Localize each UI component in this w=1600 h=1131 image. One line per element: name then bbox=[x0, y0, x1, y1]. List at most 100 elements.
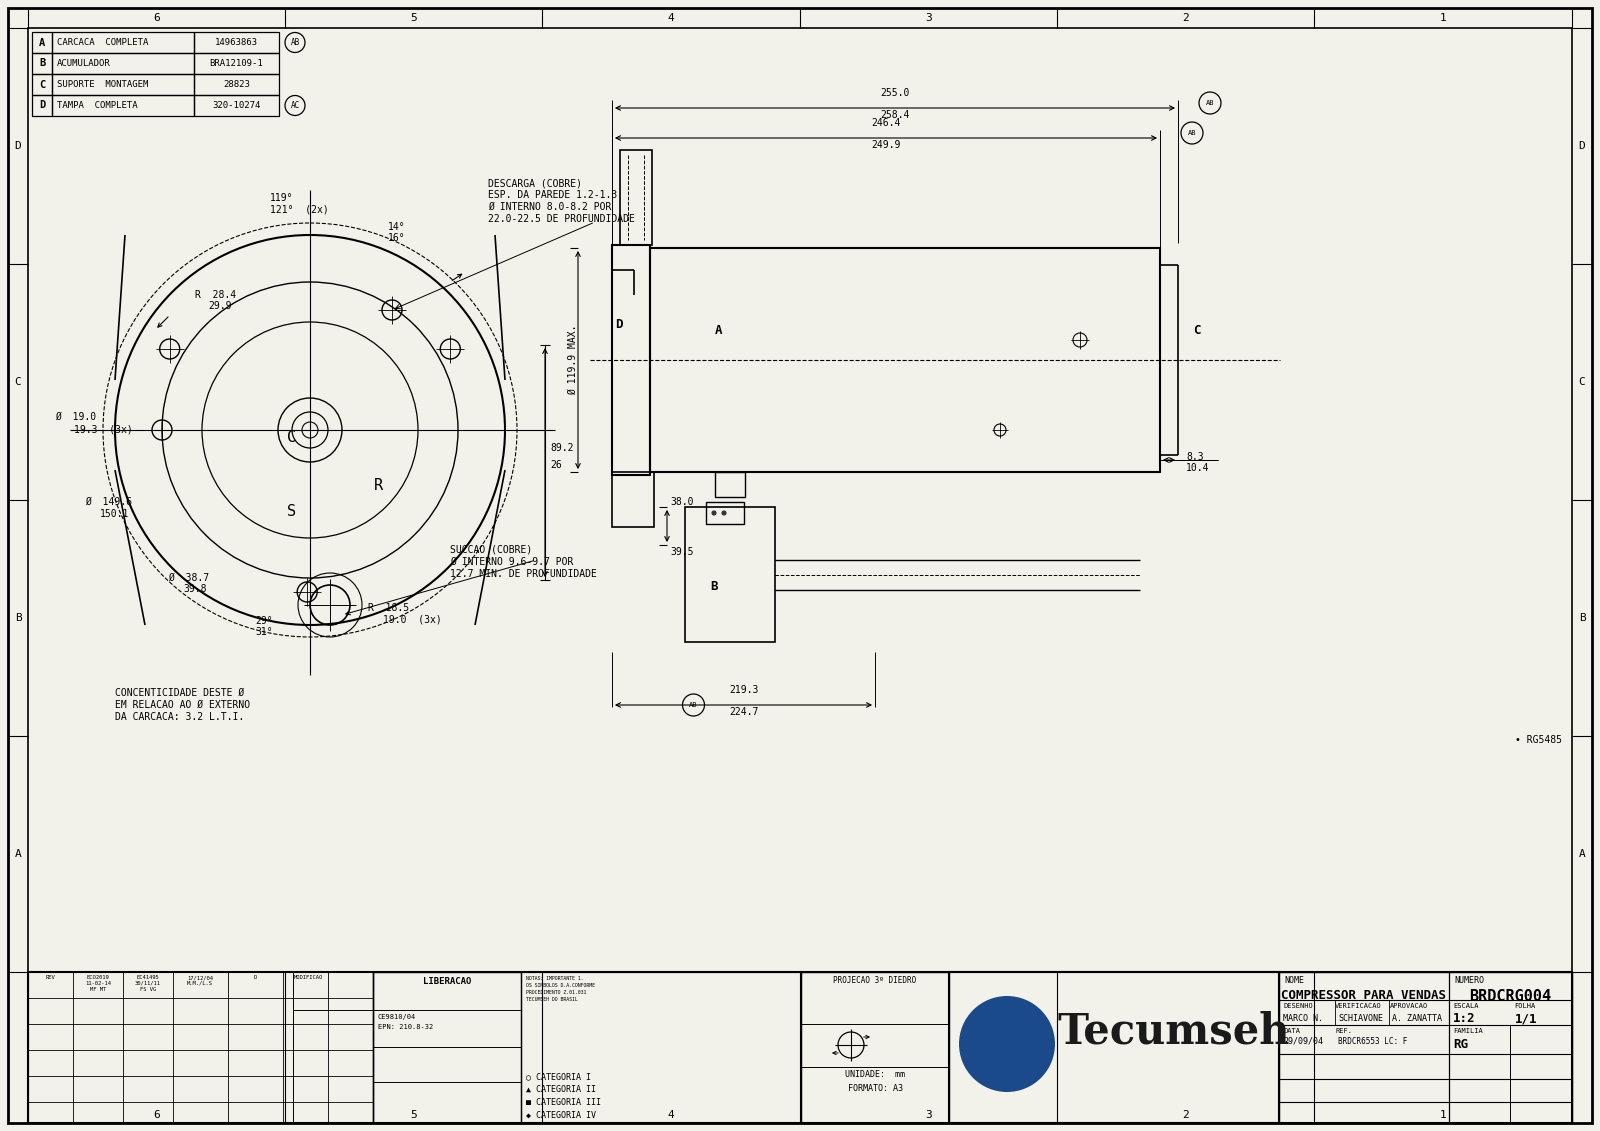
Text: REV: REV bbox=[45, 975, 54, 979]
Bar bbox=[194, 95, 278, 116]
Text: BRA12109-1: BRA12109-1 bbox=[210, 59, 264, 68]
Bar bbox=[715, 472, 746, 497]
Bar bbox=[611, 245, 650, 475]
Text: UNIDADE:  mm: UNIDADE: mm bbox=[845, 1070, 906, 1079]
Text: SCHIAVONE: SCHIAVONE bbox=[1338, 1015, 1382, 1024]
Text: 219.3: 219.3 bbox=[730, 685, 758, 696]
Text: 121°  (2x): 121° (2x) bbox=[270, 204, 328, 214]
Text: EM RELACAO AO Ø EXTERNO: EM RELACAO AO Ø EXTERNO bbox=[115, 700, 250, 710]
Text: 39.8: 39.8 bbox=[182, 584, 206, 594]
Text: COMPRESSOR PARA VENDAS: COMPRESSOR PARA VENDAS bbox=[1282, 988, 1446, 1002]
Text: LIBERACAO: LIBERACAO bbox=[422, 977, 470, 986]
Text: Tecumseh: Tecumseh bbox=[1058, 1010, 1290, 1052]
Text: AB: AB bbox=[1187, 130, 1197, 136]
Text: C: C bbox=[1579, 377, 1586, 387]
Text: Ø  149.6: Ø 149.6 bbox=[85, 497, 131, 507]
Text: C: C bbox=[38, 79, 45, 89]
Bar bbox=[32, 53, 51, 74]
Text: 89.2: 89.2 bbox=[550, 443, 573, 454]
Text: 8.3: 8.3 bbox=[1186, 452, 1203, 461]
Text: ACUMULADOR: ACUMULADOR bbox=[58, 59, 110, 68]
Text: 16°: 16° bbox=[387, 233, 406, 243]
Text: ◆ CATEGORIA IV: ◆ CATEGORIA IV bbox=[526, 1111, 595, 1120]
Text: 38.0: 38.0 bbox=[670, 497, 693, 507]
Text: NUMERO: NUMERO bbox=[1454, 976, 1483, 985]
Text: FOLHA: FOLHA bbox=[1515, 1003, 1536, 1009]
Text: ▲ CATEGORIA II: ▲ CATEGORIA II bbox=[526, 1085, 595, 1094]
Text: BRDCR6553 LC: F: BRDCR6553 LC: F bbox=[1338, 1037, 1408, 1046]
Text: 1: 1 bbox=[1440, 12, 1446, 23]
Text: FORMATO: A3: FORMATO: A3 bbox=[848, 1083, 902, 1093]
Text: 6: 6 bbox=[154, 1110, 160, 1120]
Text: 4: 4 bbox=[667, 1110, 674, 1120]
Text: Ø 119.9 MAX.: Ø 119.9 MAX. bbox=[568, 325, 578, 395]
Text: CONCENTICIDADE DESTE Ø: CONCENTICIDADE DESTE Ø bbox=[115, 688, 245, 698]
Text: ESP. DA PAREDE 1.2-1.3: ESP. DA PAREDE 1.2-1.3 bbox=[488, 190, 618, 200]
Text: 26: 26 bbox=[550, 460, 562, 470]
Text: DATA: DATA bbox=[1283, 1028, 1299, 1034]
Text: B: B bbox=[38, 59, 45, 69]
Text: C: C bbox=[288, 431, 296, 446]
Text: R  28.4: R 28.4 bbox=[195, 290, 237, 300]
Text: A: A bbox=[38, 37, 45, 48]
Text: Ø INTERNO 9.6-9.7 POR: Ø INTERNO 9.6-9.7 POR bbox=[450, 556, 573, 567]
Text: D: D bbox=[253, 975, 256, 979]
Text: 249.9: 249.9 bbox=[872, 140, 901, 150]
Text: 31°: 31° bbox=[254, 627, 272, 637]
Text: PROJECAO 3º DIEDRO: PROJECAO 3º DIEDRO bbox=[834, 976, 917, 985]
Text: FAMILIA: FAMILIA bbox=[1453, 1028, 1483, 1034]
Text: 320-10274: 320-10274 bbox=[213, 101, 261, 110]
Bar bbox=[51, 95, 194, 116]
Bar bbox=[194, 32, 278, 53]
Text: EPN: 210.8-32: EPN: 210.8-32 bbox=[378, 1024, 434, 1030]
Bar bbox=[194, 53, 278, 74]
Text: DESENHO: DESENHO bbox=[1283, 1003, 1312, 1009]
Text: TECUMSEH DO BRASIL: TECUMSEH DO BRASIL bbox=[526, 998, 578, 1002]
Bar bbox=[51, 53, 194, 74]
Bar bbox=[1278, 972, 1571, 1123]
Text: 2: 2 bbox=[1182, 12, 1189, 23]
Text: 1/1: 1/1 bbox=[1515, 1012, 1538, 1025]
Text: APROVACAO: APROVACAO bbox=[1389, 1003, 1427, 1009]
Text: B: B bbox=[710, 580, 717, 594]
Text: 29/09/04: 29/09/04 bbox=[1283, 1037, 1323, 1046]
Text: 29°: 29° bbox=[254, 616, 272, 625]
Text: R  18.5: R 18.5 bbox=[368, 603, 410, 613]
Text: 4: 4 bbox=[667, 12, 674, 23]
Text: DA CARCACA: 3.2 L.T.I.: DA CARCACA: 3.2 L.T.I. bbox=[115, 713, 245, 722]
Text: 3: 3 bbox=[925, 12, 931, 23]
Bar bbox=[522, 972, 802, 1123]
Text: ■ CATEGORIA III: ■ CATEGORIA III bbox=[526, 1098, 602, 1107]
Bar bbox=[32, 32, 51, 53]
Bar bbox=[32, 95, 51, 116]
Text: 224.7: 224.7 bbox=[730, 707, 758, 717]
Text: 2: 2 bbox=[1182, 1110, 1189, 1120]
Text: D: D bbox=[614, 319, 622, 331]
Text: Ø  19.0: Ø 19.0 bbox=[54, 412, 96, 422]
Text: S: S bbox=[288, 504, 296, 519]
Text: 6: 6 bbox=[154, 12, 160, 23]
Text: PROCEDIMENTO Z.01.031: PROCEDIMENTO Z.01.031 bbox=[526, 990, 586, 995]
Text: AB: AB bbox=[690, 702, 698, 708]
Text: REF.: REF. bbox=[1334, 1028, 1352, 1034]
Text: 19.3  (3x): 19.3 (3x) bbox=[74, 424, 133, 434]
Text: 119°: 119° bbox=[270, 193, 293, 202]
Text: 29.9: 29.9 bbox=[208, 301, 232, 311]
Text: DESCARGA (COBRE): DESCARGA (COBRE) bbox=[488, 178, 582, 188]
Text: 5: 5 bbox=[410, 12, 418, 23]
Text: 14°: 14° bbox=[387, 222, 406, 232]
Text: 150.1: 150.1 bbox=[99, 509, 130, 519]
Text: NOTAS: IMPORTANTE 1.: NOTAS: IMPORTANTE 1. bbox=[526, 976, 584, 981]
Circle shape bbox=[712, 511, 717, 515]
Text: C: C bbox=[1194, 323, 1200, 337]
Text: OS SIMBOLOS D.A.CONFORME: OS SIMBOLOS D.A.CONFORME bbox=[526, 983, 595, 988]
Bar bbox=[51, 32, 194, 53]
Text: 1:2: 1:2 bbox=[1453, 1012, 1475, 1025]
Text: AB: AB bbox=[290, 38, 299, 48]
Text: Ø INTERNO 8.0-8.2 POR: Ø INTERNO 8.0-8.2 POR bbox=[488, 202, 611, 211]
Text: 5: 5 bbox=[410, 1110, 418, 1120]
Text: SUPORTE  MONTAGEM: SUPORTE MONTAGEM bbox=[58, 80, 149, 89]
Text: MODIFICAO: MODIFICAO bbox=[293, 975, 323, 979]
Text: • RG5485: • RG5485 bbox=[1515, 735, 1562, 745]
Text: 39.5: 39.5 bbox=[670, 547, 693, 556]
